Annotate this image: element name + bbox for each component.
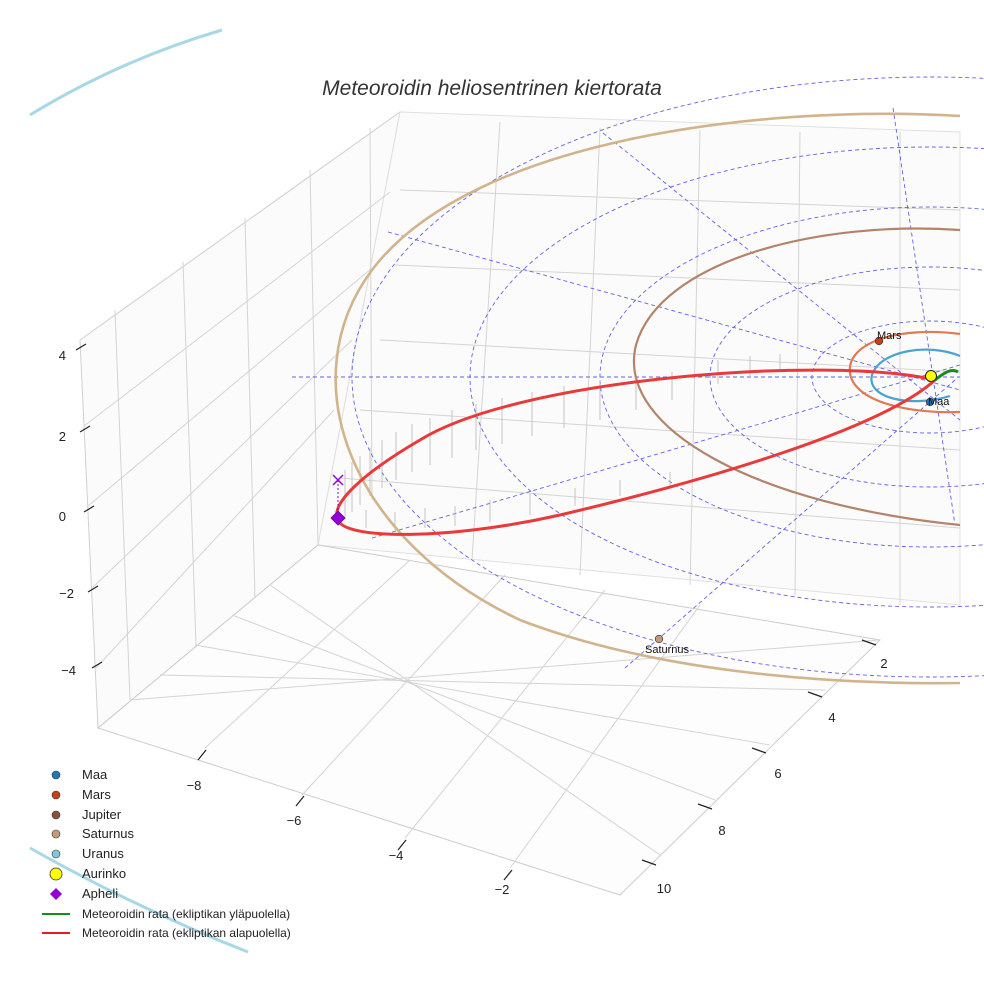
legend-label: Aurinko [82, 866, 126, 881]
legend-label: Jupiter [82, 807, 122, 822]
legend-label: Mars [82, 787, 111, 802]
ecliptic-spoke [892, 107, 956, 526]
z-tick-label: 4 [59, 348, 66, 363]
aphelion-marker [330, 510, 346, 526]
grid-line [194, 644, 771, 746]
planet-label-saturn: Saturnus [645, 644, 690, 656]
grid-line [79, 111, 401, 341]
x-tick-mark [295, 795, 305, 807]
right-wall [317, 111, 961, 606]
grid-line [129, 639, 881, 701]
y-tick-mark [861, 639, 877, 646]
grid-line [182, 261, 197, 646]
grid-line [204, 559, 411, 749]
x-tick-mark [397, 839, 407, 851]
grid-line [114, 309, 131, 701]
ecliptic-grid [292, 76, 984, 678]
mars-orbit [848, 330, 961, 414]
grid-line [394, 264, 961, 291]
grid-line [83, 191, 391, 427]
legend-marker-aurinko [49, 867, 63, 881]
ecliptic-spoke [602, 132, 961, 421]
grid-line [269, 584, 661, 856]
y-tick-mark [807, 691, 823, 698]
meteoroid-orbit-above [934, 368, 959, 382]
z-tick-mark [87, 585, 99, 593]
chart-title: Meteoroidin heliosentrinen kiertorata [322, 77, 662, 100]
mars-marker [874, 336, 884, 346]
grid-line [244, 217, 256, 599]
planet-label-mars: Mars [877, 330, 902, 342]
box-grid [79, 110, 961, 896]
earth-marker [925, 397, 935, 407]
legend-label: Uranus [82, 846, 124, 861]
legend-label: Saturnus [82, 826, 135, 841]
planet-label-earth: Maa [928, 396, 950, 408]
sun-marker [925, 370, 937, 382]
z-tick-label: −2 [59, 586, 74, 601]
legend-marker-apheli [50, 888, 62, 900]
grid-line [379, 339, 961, 373]
saturn-marker [654, 634, 664, 644]
z-tick-mark [79, 425, 91, 433]
z-tick-label: 2 [59, 429, 66, 444]
uranus-orbit-arc-top [29, 28, 223, 117]
grid-line [471, 121, 501, 561]
z-tick-mark [83, 505, 95, 513]
jupiter-orbit [633, 227, 961, 527]
legend-marker-jupiter [51, 810, 61, 820]
grid-line [159, 674, 826, 691]
legend: Maa Mars Jupiter Saturnus Uranus Aurinko… [42, 767, 291, 940]
legend-marker-saturnus [51, 829, 61, 839]
y-tick-mark [641, 859, 657, 866]
z-tick-label: 0 [59, 509, 66, 524]
y-tick-label: 10 [657, 881, 671, 896]
grid-line [339, 477, 961, 529]
meteoroid-drop-lines [344, 354, 781, 530]
grid-line [301, 574, 506, 796]
x-tick-label: −4 [389, 848, 404, 863]
grid-line [399, 189, 961, 211]
legend-label: Apheli [82, 886, 118, 901]
x-tick-label: −2 [495, 882, 510, 897]
x-tick-mark [197, 749, 207, 761]
axis-tick-marks [75, 343, 877, 881]
grid-line [509, 604, 701, 869]
legend-marker-maa [51, 770, 61, 780]
saturn-orbit [334, 112, 961, 685]
uranus-orbit [29, 28, 249, 954]
z-tick-mark [91, 661, 103, 669]
aphelion-projection-marker [332, 474, 344, 486]
ecliptic-spoke [624, 379, 956, 669]
grid-line [231, 614, 716, 801]
y-tick-label: 8 [718, 823, 725, 838]
y-tick-mark [751, 747, 767, 754]
legend-marker-uranus [51, 849, 61, 859]
z-tick-label: −4 [61, 663, 76, 678]
grid-line [359, 409, 961, 451]
grid-line [404, 589, 606, 839]
y-tick-label: 4 [828, 710, 835, 725]
earth-orbit [870, 348, 961, 403]
x-tick-mark [503, 869, 513, 881]
z-tick-mark [75, 343, 87, 351]
y-tick-label: 2 [880, 656, 887, 671]
grid-line [309, 169, 319, 546]
legend-label: Meteoroidin rata (ekliptikan alapuolella… [82, 926, 291, 940]
y-tick-label: 6 [774, 766, 781, 781]
uranus-orbit-arc-bottom [29, 846, 249, 954]
grid-line [87, 267, 373, 507]
grid-line [369, 127, 373, 501]
grid-line [91, 339, 353, 589]
legend-label: Meteoroidin rata (ekliptikan yläpuolella… [82, 907, 290, 921]
ecliptic-spoke [387, 231, 961, 391]
grid-line [95, 409, 335, 669]
ecliptic-ring [709, 266, 984, 488]
legend-label: Maa [82, 767, 108, 782]
y-tick-mark [697, 803, 713, 810]
legend-marker-mars [51, 790, 61, 800]
x-tick-label: −8 [187, 778, 202, 793]
x-tick-label: −6 [287, 813, 302, 828]
